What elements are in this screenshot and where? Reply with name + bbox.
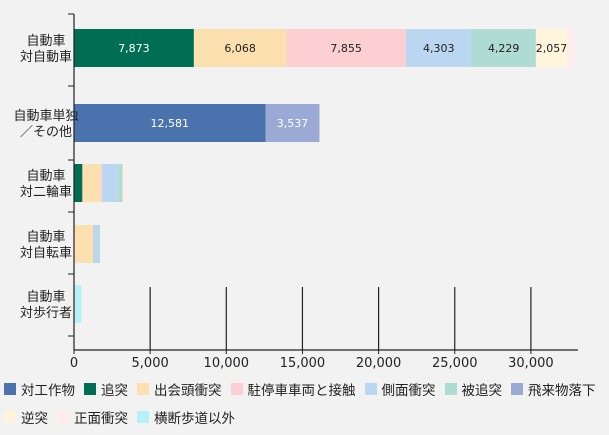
bar-segment	[122, 164, 125, 202]
bar-segment	[74, 104, 266, 142]
legend-item: 出会頭衝突	[137, 380, 222, 399]
bar-segment	[74, 225, 94, 263]
bar-segment	[405, 29, 472, 67]
legend-swatch	[511, 383, 523, 395]
bar-segment	[100, 164, 103, 202]
legend-label: 側面衝突	[381, 383, 436, 399]
category-label: 対歩行者	[20, 306, 72, 321]
bar-segment	[535, 29, 568, 67]
legend-swatch	[4, 411, 16, 423]
bar-segment	[102, 164, 119, 202]
legend-item: 正面衝突	[57, 408, 128, 427]
bar-segment	[265, 104, 320, 142]
bar-segment	[124, 164, 127, 202]
data-label: 2,057	[536, 42, 568, 55]
bar-segment	[286, 29, 406, 67]
legend-item: 飛来物落下	[511, 380, 596, 399]
data-label: 7,855	[330, 42, 362, 55]
legend-item: 対工作物	[4, 380, 75, 399]
bar-segment	[93, 225, 99, 263]
bar-segment	[74, 164, 83, 202]
legend-swatch	[230, 383, 243, 395]
category-label: 自動車	[26, 34, 65, 49]
legend-label: 逆突	[21, 411, 48, 427]
x-tick-label: 20,000	[356, 356, 402, 371]
legend-label: 横断歩道以外	[154, 411, 235, 427]
x-tick-label: 25,000	[432, 356, 478, 371]
category-label: 自動車	[26, 169, 65, 184]
stacked-bar-chart: 7,873 6,068 7,855 4,303 4,229 2,057自動車対自動車12,…	[13, 13, 578, 371]
legend-swatch	[57, 411, 69, 423]
legend-item: 逆突	[4, 408, 48, 427]
legend-swatch	[444, 383, 457, 395]
legend-item: 駐停車車両と接触	[230, 380, 356, 399]
legend-label: 対工作物	[21, 383, 75, 399]
legend-item: 被追突	[444, 380, 503, 399]
data-label: 3,537	[277, 117, 309, 130]
legend-item: 側面衝突	[364, 380, 436, 399]
chart-legend: 対工作物 追突 出会頭衝突 駐停車車両と接触 側面衝突 被追突 飛来物落下逆突 正面衝突 横断歩…	[4, 380, 609, 427]
bar-segment	[82, 164, 101, 202]
legend-label: 駐停車車両と接触	[247, 383, 356, 399]
legend-label: 被追突	[461, 383, 503, 399]
data-label: 4,303	[423, 42, 455, 55]
category-label: 対自転車	[20, 246, 72, 261]
category-label: 対自動車	[20, 50, 72, 65]
bar-segment	[74, 29, 194, 67]
bar-segment	[118, 164, 123, 202]
legend-item: 横断歩道以外	[137, 408, 235, 427]
x-tick-label: 5,000	[132, 356, 169, 371]
category-label: 対二輪車	[20, 184, 72, 200]
legend-swatch	[4, 383, 16, 395]
category-label: 自動車	[26, 230, 65, 245]
x-tick-label: 15,000	[280, 356, 326, 371]
legend-label: 飛来物落下	[528, 383, 596, 399]
bar-segment	[74, 285, 82, 323]
x-tick-label: 0	[70, 356, 78, 371]
bar-segment	[98, 225, 100, 263]
data-label: 7,873	[118, 42, 150, 55]
legend-item: 追突	[84, 380, 128, 399]
category-label: 自動車	[26, 290, 65, 305]
data-label: 12,581	[151, 117, 190, 130]
legend-label: 正面衝突	[74, 411, 128, 427]
legend-swatch	[364, 383, 377, 395]
data-label: 4,229	[488, 42, 520, 55]
data-label: 6,068	[224, 42, 256, 55]
legend-swatch	[137, 383, 149, 395]
x-tick-label: 10,000	[204, 356, 250, 371]
bar-segment	[471, 29, 536, 67]
legend-swatch	[137, 411, 149, 423]
bar-segment	[193, 29, 287, 67]
x-tick-label: 30,000	[508, 356, 554, 371]
bar-segment	[567, 29, 575, 67]
category-label: 自動車単独	[13, 108, 78, 124]
legend-label: 追突	[101, 383, 128, 399]
legend-swatch	[84, 383, 96, 395]
category-label: ／その他	[20, 125, 72, 140]
legend-label: 出会頭衝突	[154, 383, 222, 399]
